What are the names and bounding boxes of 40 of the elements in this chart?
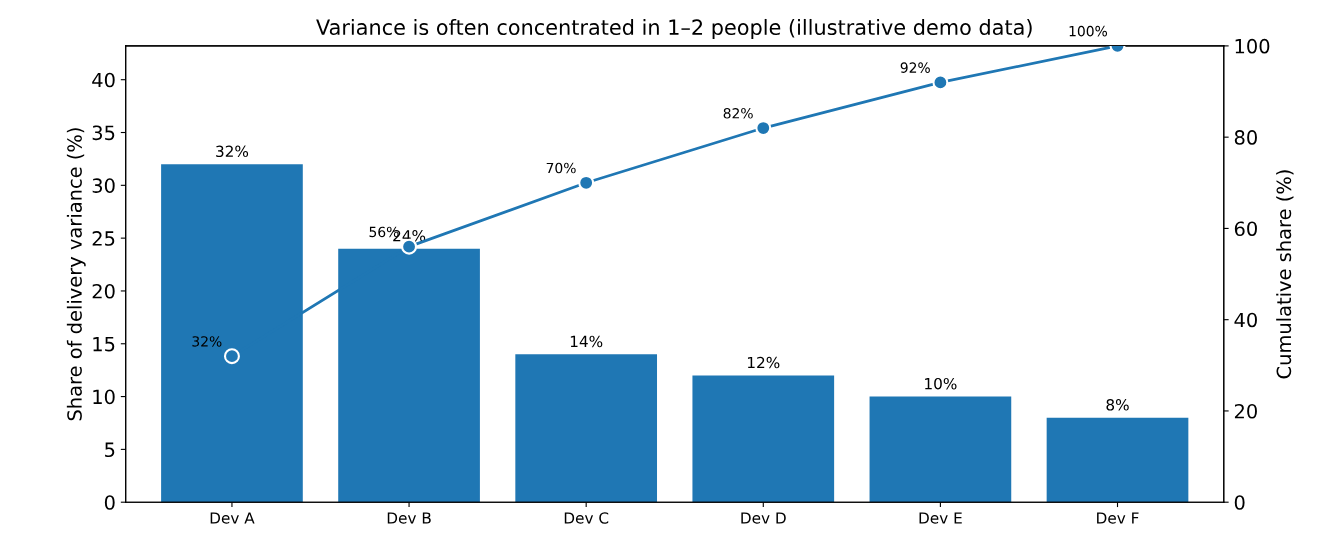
data-label: 8% <box>1106 399 1129 411</box>
bar <box>1046 417 1189 503</box>
chart-title: Variance is often concentrated in 1–2 people (illustrative demo data) <box>316 18 1032 40</box>
bar <box>869 396 1012 503</box>
y-tick-label: 20 <box>92 283 115 299</box>
bar <box>692 375 835 503</box>
data-label: 32% <box>192 336 222 347</box>
y-tick-label: 5 <box>105 442 115 458</box>
bar <box>515 354 658 503</box>
data-label: 10% <box>925 377 957 390</box>
data-label: 92% <box>900 62 930 73</box>
y-tick-label: 25 <box>92 231 115 246</box>
y-tick-label: 0 <box>104 495 115 510</box>
y-tick-label: 15 <box>93 336 115 352</box>
x-tick-label: Dev D <box>741 512 786 524</box>
data-label: 82% <box>723 108 753 119</box>
y2-axis-title: Cumulative share (%) <box>1276 170 1294 379</box>
y-tick-label: 40 <box>92 72 115 88</box>
x-tick-label: Dev C <box>564 512 609 524</box>
y2-tick-label: 100 <box>1235 38 1270 54</box>
x-tick-label: Dev A <box>210 512 255 524</box>
y2-tick-label: 0 <box>1234 495 1245 510</box>
data-label: 32% <box>216 145 249 158</box>
x-tick-label: Dev B <box>387 512 431 524</box>
y-axis-title: Share of delivery variance (%) <box>66 128 86 421</box>
y2-tick-label: 40 <box>1234 312 1257 328</box>
y-tick-label: 35 <box>92 125 115 141</box>
y2-tick-label: 20 <box>1234 403 1257 419</box>
x-tick-label: Dev E <box>919 512 962 524</box>
point <box>223 348 240 365</box>
y-tick-label: 30 <box>92 178 115 193</box>
y-tick-label: 10 <box>93 389 115 405</box>
y2-tick-label: 80 <box>1234 130 1257 145</box>
data-label: 100% <box>1069 25 1108 37</box>
y2-tick-label: 60 <box>1234 221 1257 237</box>
point <box>932 74 949 91</box>
data-label: 14% <box>570 335 603 348</box>
data-label: 12% <box>747 356 780 369</box>
data-label: 70% <box>546 162 576 174</box>
x-tick-label: Dev F <box>1097 512 1139 524</box>
